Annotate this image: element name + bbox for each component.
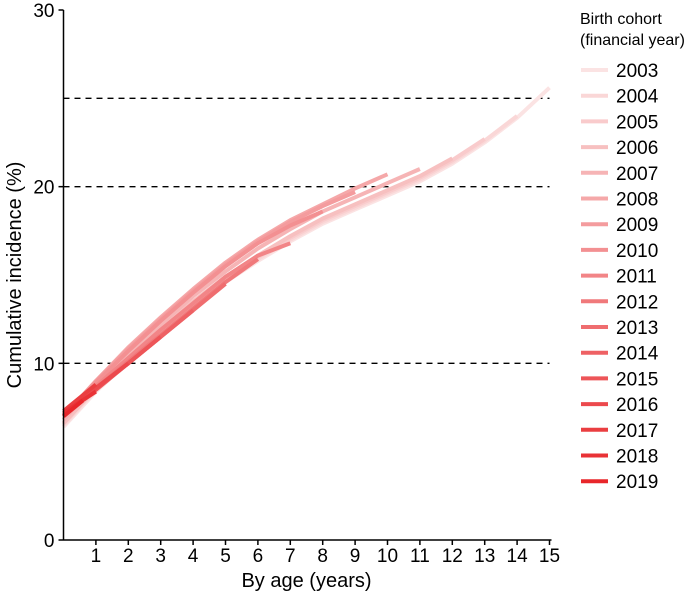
legend-label: 2013 xyxy=(616,318,658,339)
legend-label: 2009 xyxy=(616,215,658,236)
legend-label: 2017 xyxy=(616,421,658,442)
legend-label: 2015 xyxy=(616,369,658,390)
x-tick-label: 12 xyxy=(442,546,463,567)
y-tick-label: 0 xyxy=(44,531,55,552)
series-line-2007 xyxy=(62,167,421,422)
legend-label: 2018 xyxy=(616,447,658,468)
legend-label: 2012 xyxy=(616,292,658,313)
x-tick-label: 5 xyxy=(220,546,231,567)
x-tick-label: 3 xyxy=(155,546,166,567)
y-tick-label: 20 xyxy=(33,178,54,199)
x-tick-label: 6 xyxy=(253,546,264,567)
legend-label: 2010 xyxy=(616,241,658,262)
x-tick-label: 14 xyxy=(507,546,529,567)
legend-label: 2003 xyxy=(616,61,658,82)
y-tick-label: 30 xyxy=(33,1,54,22)
legend-label: 2004 xyxy=(616,87,659,108)
x-tick-label: 7 xyxy=(285,546,296,567)
x-tick-label: 4 xyxy=(188,546,199,567)
x-tick-label: 10 xyxy=(377,546,398,567)
legend-label: 2006 xyxy=(616,138,658,159)
series-line-2006 xyxy=(62,156,454,425)
x-tick-label: 15 xyxy=(539,546,560,567)
legend-label: 2007 xyxy=(616,164,658,185)
legend-label: 2014 xyxy=(616,344,659,365)
legend-label: 2011 xyxy=(616,267,657,288)
legend-title: Birth cohort xyxy=(580,11,662,28)
series-line-2010 xyxy=(62,209,324,418)
legend-label: 2008 xyxy=(616,190,658,211)
x-axis-title: By age (years) xyxy=(241,570,371,592)
legend-label: 2016 xyxy=(616,395,658,416)
series-line-2019 xyxy=(62,398,85,418)
x-tick-label: 9 xyxy=(350,546,361,567)
x-tick-label: 8 xyxy=(317,546,328,567)
x-tick-label: 1 xyxy=(91,546,102,567)
x-tick-label: 13 xyxy=(474,546,495,567)
y-tick-label: 10 xyxy=(33,354,54,375)
series-line-2003 xyxy=(62,86,551,429)
series-line-2017 xyxy=(62,382,98,413)
x-tick-label: 11 xyxy=(410,546,430,567)
legend-subtitle: (financial year) xyxy=(580,32,685,49)
y-axis-title: Cumulative incidence (%) xyxy=(4,162,26,389)
legend-label: 2005 xyxy=(616,112,658,133)
x-tick-label: 2 xyxy=(123,546,134,567)
legend-label: 2019 xyxy=(616,472,658,493)
